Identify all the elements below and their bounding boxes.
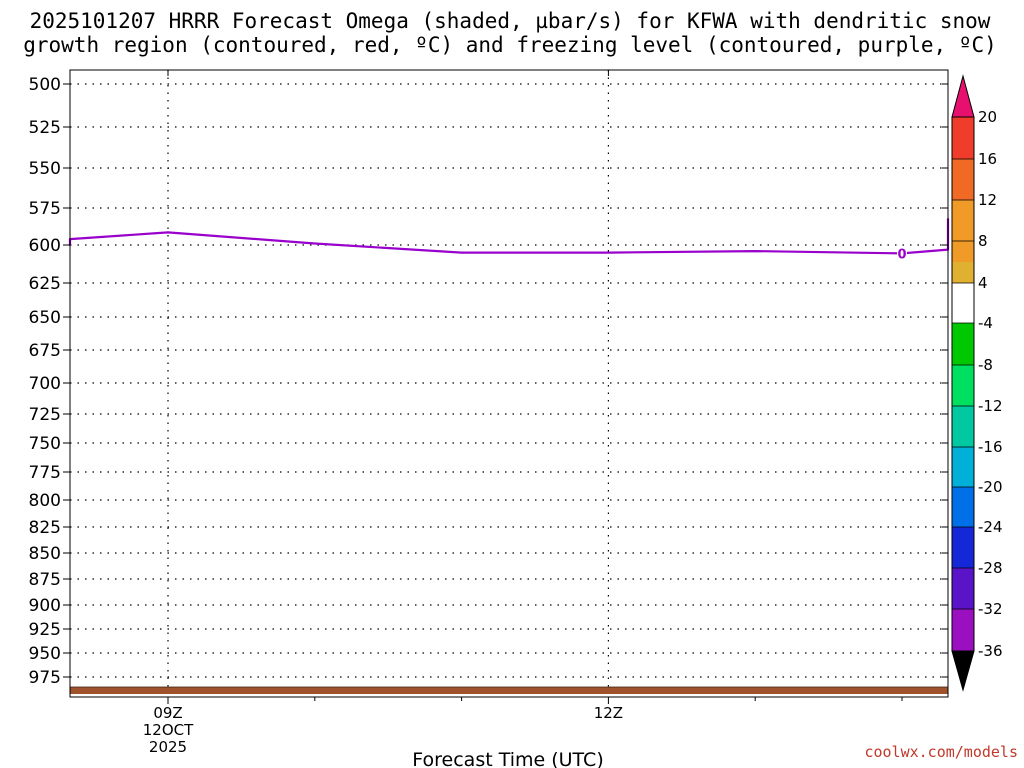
colorbar-band-7 [952,406,974,447]
colorbar-label-10: -24 [978,518,1003,536]
y-tick-label-850: 850 [29,544,61,564]
colorbar-band-0 [952,117,974,159]
colorbar-label-1: 16 [978,150,997,168]
colorbar-bottom-triangle [951,650,975,692]
x-tick-label-9-line-2: 2025 [149,738,187,756]
y-tick-label-975: 975 [29,668,61,688]
y-tick-label-525: 525 [29,118,61,138]
freezing-level-label-0: 0 [897,247,906,262]
x-tick-label-9-line-0: 09Z [153,704,182,722]
colorbar-label-8: -16 [978,438,1003,456]
plot-fills [70,72,948,677]
colorbar-band-5 [952,323,974,365]
credit-text: coolwx.com/models [864,743,1018,761]
freezing-level-label-bg-0 [897,246,907,261]
colorbar-label-0: 20 [978,108,997,126]
plot-lines: 00 [68,218,950,262]
colorbar-label-2: 12 [978,191,997,209]
x-axis-title: Forecast Time (UTC) [412,749,603,768]
colorbar-band-4 [952,283,974,323]
chart-title-line-1: 2025101207 HRRR Forecast Omega (shaded, … [30,9,991,33]
colorbar-band-8 [952,447,974,487]
y-tick-label-875: 875 [29,570,61,590]
colorbar-label-3: 8 [978,232,988,250]
colorbar-label-13: -36 [978,642,1003,660]
colorbar-band-11 [952,568,974,609]
y-tick-label-950: 950 [29,644,61,664]
y-tick-label-675: 675 [29,341,61,361]
ground-band [70,687,948,694]
y-tick-label-550: 550 [29,159,61,179]
plot-grid [70,70,948,697]
colorbar-band-2 [952,200,974,241]
ground-layer [70,686,948,694]
y-tick-label-825: 825 [29,518,61,538]
plot-frame [69,69,949,698]
x-tick-label-9-line-1: 12OCT [143,721,194,739]
colorbar-label-12: -32 [978,600,1003,618]
y-tick-label-700: 700 [29,374,61,394]
y-tick-label-575: 575 [29,199,61,219]
y-tick-label-800: 800 [29,491,61,511]
y-axis: 500 525 550 575 600 625 650 675 700 725 750 775 800 8… [29,75,948,688]
y-tick-label-750: 750 [29,434,61,454]
colorbar-band-3-a [952,241,974,262]
y-tick-label-650: 650 [29,308,61,328]
colorbar-band-1 [952,159,974,200]
colorbar-label-5: -4 [978,314,993,332]
x-axis: 09Z12OCT202512Z15Z18Z21Z00Z13OCT [143,70,903,756]
colorbar-band-9 [952,487,974,527]
y-tick-label-900: 900 [29,596,61,616]
y-tick-label-925: 925 [29,620,61,640]
y-tick-label-725: 725 [29,405,61,425]
colorbar-label-6: -8 [978,356,993,374]
y-tick-label-775: 775 [29,463,61,483]
colorbar-label-11: -28 [978,559,1003,577]
y-tick-label-600: 600 [29,236,61,256]
freezing-level-line [68,218,950,255]
colorbar-band-6 [952,365,974,406]
colorbar-top-triangle [951,74,975,118]
colorbar-label-9: -20 [978,478,1003,496]
y-tick-label-625: 625 [29,274,61,294]
colorbar-label-4: 4 [978,274,988,292]
colorbar-band-3-b [952,262,974,283]
y-tick-label-500: 500 [29,75,61,95]
colorbar-label-7: -12 [978,397,1003,415]
colorbar: 20 16 12 8 4 -4 -8 -12 -16 -20 -24 -28 -32 -36 [951,74,1003,692]
chart-title-line-2: growth region (contoured, red, ºC) and f… [23,33,997,57]
colorbar-band-12 [952,609,974,651]
colorbar-band-10 [952,527,974,568]
x-tick-label-12-line-0: 12Z [594,704,623,722]
